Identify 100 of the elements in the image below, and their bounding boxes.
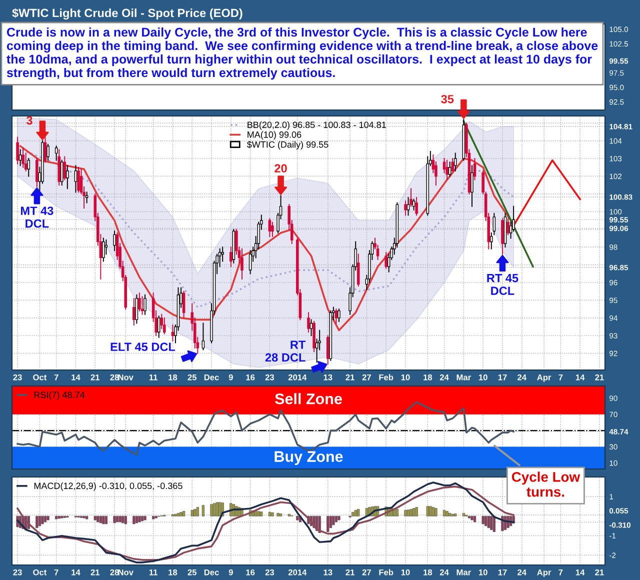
candlestick	[27, 158, 30, 177]
bar	[442, 510, 446, 516]
candlestick	[501, 218, 504, 255]
bar	[426, 506, 429, 516]
bar	[96, 516, 100, 522]
bar	[118, 516, 122, 522]
x-tick-label: Feb	[379, 569, 394, 576]
band-label: Sell Zone	[274, 393, 342, 404]
bar	[138, 516, 141, 522]
x-tick-label: Mar	[456, 569, 471, 576]
bar	[135, 516, 138, 524]
x-tick-label: Feb	[379, 374, 394, 380]
bar	[257, 511, 260, 516]
candlestick	[135, 294, 138, 324]
x-tick-label: Dec	[204, 374, 219, 380]
candlestick	[310, 319, 313, 336]
bar	[216, 502, 218, 516]
bar	[334, 516, 338, 522]
x-tick-label: 27	[362, 569, 371, 576]
candlestick	[404, 200, 407, 216]
bar	[44, 516, 47, 522]
bar	[454, 514, 457, 516]
candlestick	[473, 158, 476, 180]
legend-label: MA(10) 99.06	[248, 131, 302, 140]
bar	[329, 516, 332, 528]
x-tick-label: Dec	[204, 569, 219, 576]
x-tick-label: 27	[362, 374, 371, 380]
bar	[296, 516, 299, 520]
candlestick	[271, 222, 274, 237]
x-tick-label: 7	[558, 569, 563, 576]
x-tick-label: 28	[110, 569, 119, 576]
bar	[484, 516, 488, 526]
candlestick	[60, 160, 64, 186]
annotation: Crude is now in a new Daily Cycle, the 3rd of this Investor Cycle. This is a classic Cycle Low here coming deep in the timing band. We see confirming evidence with a trend-line break, a close above the 10dma, and a powerful turn higher within out technical oscillators. I expect at least 10 days for strength, but from there would turn extremely cautious.	[6, 27, 598, 80]
bar	[132, 516, 136, 524]
x-tick-label: 13	[324, 374, 332, 380]
bar	[212, 503, 216, 516]
bar	[36, 516, 38, 528]
x-tick-label: Nov	[118, 569, 134, 576]
legend-label: $WTIC (Daily) 99.55	[246, 140, 328, 150]
bar	[41, 516, 44, 524]
bar	[144, 516, 146, 520]
x-tick-label: 24	[518, 569, 526, 576]
bar	[473, 516, 476, 522]
bar	[46, 516, 50, 520]
bar	[113, 516, 116, 524]
x-tick-label: Oct	[33, 569, 47, 576]
x-tick-label: 18	[168, 569, 178, 576]
annotation: RT 28 DCL	[265, 340, 306, 362]
x-tick-label: 25	[188, 374, 197, 380]
candlestick	[412, 198, 416, 210]
candlestick	[454, 152, 457, 172]
x-tick-label: 14	[72, 374, 80, 380]
bar	[122, 516, 124, 524]
x-tick-label: 7	[54, 569, 58, 576]
candlestick	[132, 298, 136, 326]
bar	[152, 516, 155, 520]
bar	[194, 509, 196, 516]
x-tick-label: 10	[478, 374, 488, 380]
bar	[55, 516, 58, 520]
bar	[326, 516, 330, 532]
candlestick	[338, 308, 340, 322]
x-tick-label: 21	[595, 569, 604, 576]
x-tick-label: 10	[401, 374, 410, 380]
candlestick	[268, 218, 272, 237]
x-tick-label: 7	[558, 374, 563, 380]
bar	[116, 516, 119, 522]
bar	[271, 512, 274, 516]
candlestick	[163, 317, 166, 334]
bar	[124, 516, 127, 524]
annotation: MT 43 DCL	[21, 206, 54, 228]
candlestick	[16, 136, 19, 164]
candlestick	[85, 192, 88, 204]
x-tick-label: 18	[424, 569, 432, 576]
annotation: Cycle Low turns.	[512, 472, 580, 497]
candlestick	[66, 165, 69, 190]
x-tick-label: Apr	[537, 374, 552, 382]
bar	[432, 507, 435, 516]
bar	[279, 514, 282, 516]
x-tick-label: 14	[576, 374, 585, 380]
x-tick-label: 14	[72, 569, 80, 576]
annotation: 35	[441, 94, 454, 104]
bar	[470, 516, 474, 520]
bar	[338, 516, 340, 520]
bar	[412, 508, 416, 516]
bar	[190, 510, 194, 516]
x-tick-label: 7	[54, 374, 58, 380]
x-tick-label: 11	[149, 374, 158, 380]
bar	[490, 516, 493, 530]
candlestick	[470, 165, 474, 207]
bar	[254, 510, 258, 516]
bar	[182, 511, 186, 516]
bar	[487, 516, 490, 528]
chart-title: $WTIC Light Crude Oil - Spot Price (EOD)	[12, 8, 242, 20]
x-tick-label: 21	[346, 374, 354, 380]
candlestick	[138, 292, 141, 312]
x-tick-label: Mar	[456, 374, 471, 380]
bar	[180, 512, 182, 516]
candlestick	[144, 294, 146, 315]
candlestick	[63, 156, 66, 180]
